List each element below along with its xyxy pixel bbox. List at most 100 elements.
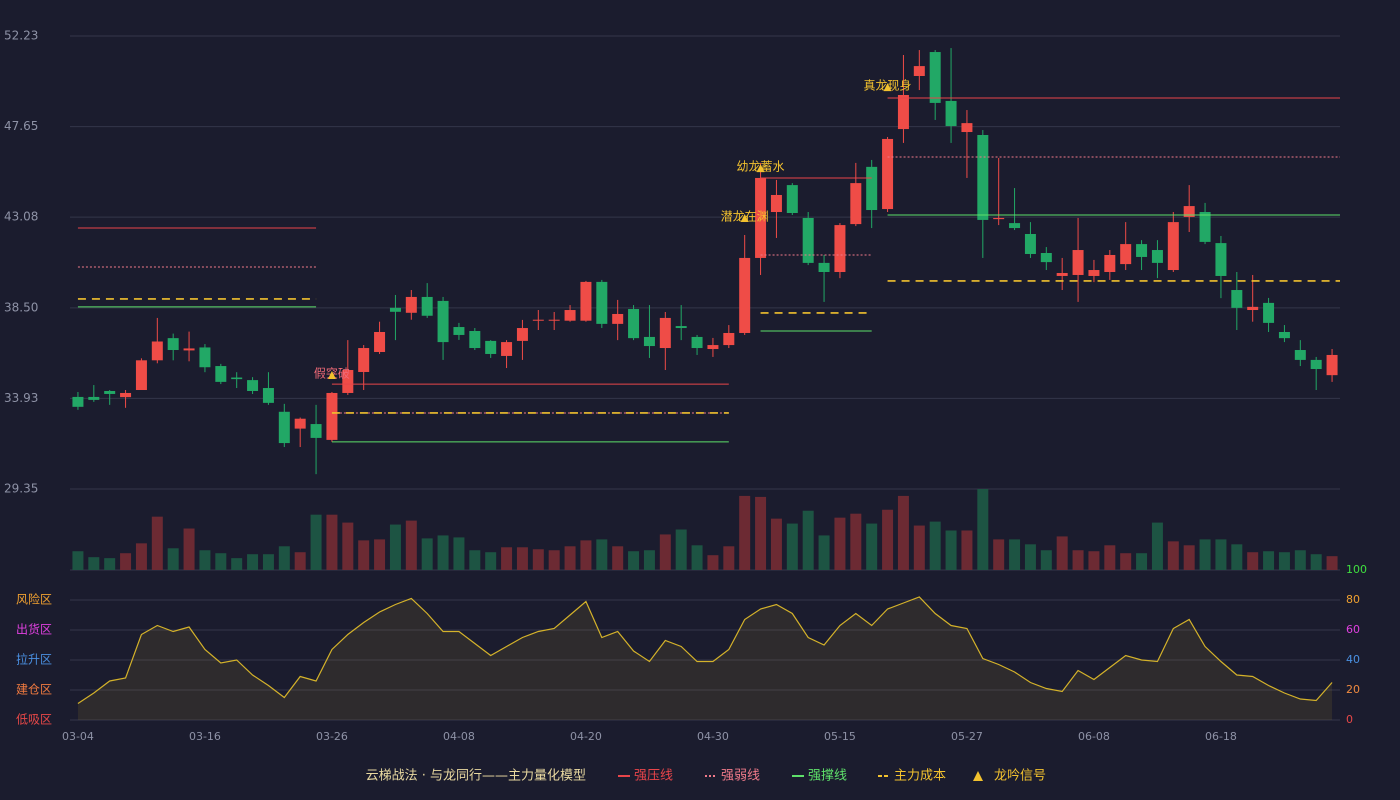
volume-bar [770, 518, 782, 570]
volume-bar [993, 539, 1005, 570]
volume-bar [691, 545, 703, 570]
volume-bar [548, 550, 560, 570]
volume-bar [247, 554, 259, 570]
legend-label: 强压线 [634, 769, 673, 784]
candle-body [866, 166, 878, 211]
candle-body [1151, 250, 1163, 263]
candle-body [723, 332, 735, 346]
candle-body [215, 366, 227, 382]
volume-bar [421, 538, 433, 570]
volume-bar [278, 546, 290, 570]
candle-body [961, 123, 973, 133]
candle-body [1120, 244, 1132, 265]
volume-bar [596, 539, 608, 570]
candle-body [1294, 350, 1306, 360]
volume-bar [151, 516, 163, 570]
candle-body [818, 262, 830, 273]
volume-bar [1136, 553, 1148, 570]
candle-body [437, 300, 449, 343]
x-tick-label: 06-08 [1078, 730, 1110, 743]
y-tick-label: 33.93 [4, 391, 38, 405]
volume-bar [1215, 539, 1227, 570]
candle-body [1072, 250, 1084, 275]
volume-bar [564, 546, 576, 570]
volume-bar [1183, 545, 1195, 570]
signal-marker [756, 164, 765, 173]
y2-tick-label: 20 [1346, 683, 1360, 696]
volume-bar [453, 537, 465, 570]
candle-body [675, 326, 687, 329]
volume-bar [1120, 553, 1132, 570]
candle-body [802, 217, 814, 263]
candle-body [628, 309, 640, 339]
legend-label: 强撑线 [808, 769, 847, 784]
candle-body [945, 100, 957, 127]
volume-bar [675, 529, 687, 570]
signal-marker [740, 213, 749, 222]
volume-bar [262, 554, 274, 570]
volume-bar [120, 553, 132, 570]
candle-body [1310, 359, 1322, 370]
volume-bar [1072, 550, 1084, 570]
volume-bar [437, 535, 449, 570]
y2-tick-label: 60 [1346, 623, 1360, 636]
volume-bar [643, 550, 655, 570]
signal-marker [327, 370, 336, 379]
volume-bar [374, 539, 386, 570]
y-tick-label: 52.23 [4, 29, 38, 43]
volume-bar [580, 540, 592, 570]
volume-bar [532, 549, 544, 570]
volume-bar [326, 514, 338, 570]
volume-bar [1199, 539, 1211, 570]
candle-body [1167, 222, 1179, 271]
candle-body [120, 392, 132, 398]
candle-body [1104, 254, 1116, 273]
candle-body [326, 392, 338, 440]
candle-body [72, 396, 84, 407]
legend-label: 强弱线 [721, 769, 760, 784]
volume-bar [818, 535, 830, 570]
candle-body [405, 296, 417, 313]
volume-bar [199, 550, 211, 570]
osc-area [77, 597, 1333, 720]
volume-bar [72, 551, 84, 570]
candle-body [389, 307, 401, 312]
candle-body [564, 310, 576, 321]
candle-body [453, 327, 465, 335]
x-tick-label: 04-08 [443, 730, 475, 743]
candle-body [1263, 302, 1275, 323]
x-tick-label: 05-27 [951, 730, 983, 743]
volume-bar [1056, 536, 1068, 570]
x-tick-label: 04-20 [570, 730, 602, 743]
candle-body [135, 360, 147, 391]
volume-bar [1278, 552, 1290, 570]
volume-bar [501, 547, 513, 570]
candle-body [707, 345, 719, 350]
volume-bar [1151, 522, 1163, 570]
y-tick-label: 47.65 [4, 119, 38, 133]
candle-body [485, 340, 497, 354]
volume-bar [516, 547, 528, 570]
candle-body [1183, 206, 1195, 217]
volume-bar [1040, 550, 1052, 570]
candle-body [88, 396, 100, 400]
volume-bar [786, 523, 798, 570]
volume-bar [755, 496, 767, 570]
candle-body [612, 313, 624, 324]
candle-body [1278, 331, 1290, 339]
volume-bar [183, 528, 195, 570]
volume-bar [897, 495, 909, 570]
x-tick-label: 06-18 [1205, 730, 1237, 743]
y-tick-label: 38.50 [4, 300, 38, 314]
candle-body [310, 424, 322, 438]
candle-body [374, 331, 386, 352]
zone-label: 风险区 [16, 592, 52, 607]
volume-bar [707, 555, 719, 570]
candle-body [548, 319, 560, 321]
volume-bar [612, 546, 624, 570]
candle-body [770, 194, 782, 213]
volume-bar [389, 524, 401, 570]
candle-body [882, 138, 894, 210]
volume-bar [834, 517, 846, 570]
candle-body [739, 257, 751, 333]
